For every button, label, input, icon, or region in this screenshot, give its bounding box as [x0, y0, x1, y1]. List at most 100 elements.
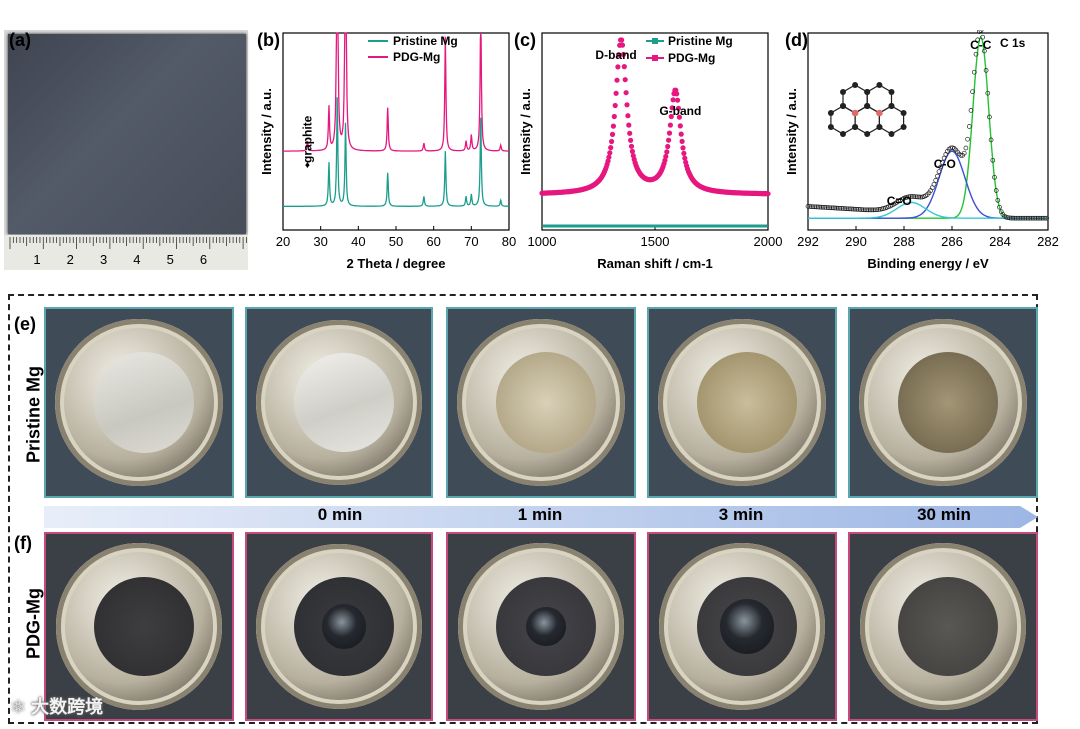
chart-d-point — [966, 124, 972, 129]
chart-d-point — [845, 206, 851, 212]
photo-e-30min — [848, 307, 1038, 498]
chart-d-point — [835, 205, 841, 211]
coin-cell-dish — [256, 319, 422, 486]
chart-d-point — [936, 169, 942, 174]
chart-c-point — [674, 91, 680, 97]
chart-c-point — [619, 42, 626, 48]
chart-d-point — [849, 206, 855, 212]
chart-d-point — [1044, 215, 1049, 221]
chart-d-point — [809, 204, 814, 209]
chart-d-point — [1040, 215, 1046, 221]
chart-c-point — [605, 158, 611, 164]
chart-d-point — [854, 206, 860, 212]
watermark-text: 大数跨境 — [31, 697, 104, 717]
chart-c-point — [623, 90, 629, 96]
chart-d-point — [834, 205, 839, 211]
chart-d-xtick-label: 290 — [845, 234, 867, 249]
chart-d-point — [971, 69, 977, 75]
chart-d-point — [933, 178, 939, 183]
chart-c-point — [665, 143, 671, 150]
chart-c-point — [609, 131, 616, 137]
chart-d-point — [842, 206, 848, 211]
chart-d-point — [827, 205, 833, 211]
chart-d-point — [997, 204, 1002, 210]
chart-c-point — [666, 137, 672, 143]
mg-foil — [8, 34, 246, 234]
chart-b-legend-label: Pristine Mg — [393, 34, 458, 48]
chart-c-point — [611, 113, 617, 120]
chart-c-point — [664, 149, 670, 155]
coin-cell-dish — [658, 318, 826, 487]
chart-c-xlabel: Raman shift / cm-1 — [597, 256, 713, 271]
electrode-disc — [696, 352, 798, 453]
chart-b-series-line — [283, 32, 509, 152]
panel-b-label: (b) — [257, 30, 280, 50]
chart-c-point — [675, 105, 682, 111]
chart-d-point — [815, 204, 821, 210]
chart-d-point — [982, 48, 987, 54]
chart-d-point — [1032, 215, 1038, 221]
panel-a-label: (a) — [9, 30, 31, 50]
photo-e-3min — [647, 307, 837, 498]
chart-d-point — [1030, 215, 1036, 221]
photo-f-0min — [245, 532, 433, 721]
watermark-icon: ⚛ — [10, 697, 27, 717]
chart-d-point — [1037, 215, 1043, 221]
chart-b-annotation: graphite — [300, 115, 314, 163]
chart-c-point — [682, 155, 688, 161]
chart-d-point — [852, 206, 858, 212]
ruler-ticks: 1 2 3 4 5 6 — [9, 237, 251, 267]
chart-d-point — [876, 207, 881, 212]
chart-b-xtick-label: 70 — [464, 234, 478, 249]
chart-c-point — [662, 157, 668, 163]
chart-d-point — [1025, 215, 1031, 221]
time-label-1min: 1 min — [517, 505, 563, 524]
timeline-arrow — [44, 506, 1038, 528]
chart-b-annotation-marker: ♦ — [305, 160, 310, 171]
coin-cell-dish — [256, 543, 422, 710]
chart-d-ylabel: Intensity / a.u. — [784, 88, 799, 175]
row-label-pristine: Pristine Mg — [23, 366, 44, 464]
electrolyte-droplet — [321, 604, 367, 649]
chart-d-point — [1007, 215, 1012, 221]
chart-d-point — [1010, 215, 1016, 221]
chart-d-point — [871, 207, 876, 213]
chart-d-point — [1008, 215, 1014, 221]
chart-c-point — [610, 123, 616, 129]
chart-c-legend-marker — [652, 38, 658, 44]
chart-d-point — [874, 207, 880, 213]
chart-d-point — [993, 188, 999, 193]
chart-d-plot-frame — [807, 32, 1049, 231]
chart-c-xtick-label: 1000 — [528, 234, 557, 249]
chart-d-point — [1039, 215, 1044, 221]
chart-d-point — [814, 204, 819, 210]
chart-c-plot-frame — [541, 32, 769, 231]
coin-cell-dish — [55, 318, 223, 487]
chart-b-xlabel: 2 Theta / degree — [347, 256, 446, 271]
photo-e-initial — [44, 307, 234, 498]
chart-c-point — [620, 51, 626, 58]
chart-d-point — [961, 150, 967, 156]
coin-cell-dish — [457, 318, 625, 487]
chart-c-point — [613, 90, 619, 96]
chart-d-point — [832, 205, 838, 211]
chart-d-point — [1019, 215, 1024, 221]
chart-d-point — [847, 206, 853, 212]
chart-d-point — [864, 207, 870, 213]
chart-c-legend-marker — [652, 55, 658, 61]
chart-b-ylabel: Intensity / a.u. — [259, 88, 274, 175]
chart-d-point — [856, 207, 861, 212]
chart-b-xtick-label: 20 — [276, 234, 290, 249]
chart-c-annotation: G-band — [659, 104, 701, 118]
chart-c-point — [627, 130, 633, 136]
chart-c-point — [675, 97, 681, 103]
chart-d-point — [1022, 215, 1028, 221]
chart-d-point — [1012, 215, 1017, 221]
electrode-disc — [495, 352, 597, 453]
chart-d-point — [839, 206, 844, 211]
time-label-3min: 3 min — [718, 505, 764, 524]
electrode-disc — [897, 352, 999, 453]
chart-b: 20 30 40 50 60 70 80 2 Theta / degree Intensity … — [259, 32, 516, 271]
chart-d-point — [859, 207, 865, 212]
chart-b-legend-label: PDG-Mg — [393, 50, 440, 64]
